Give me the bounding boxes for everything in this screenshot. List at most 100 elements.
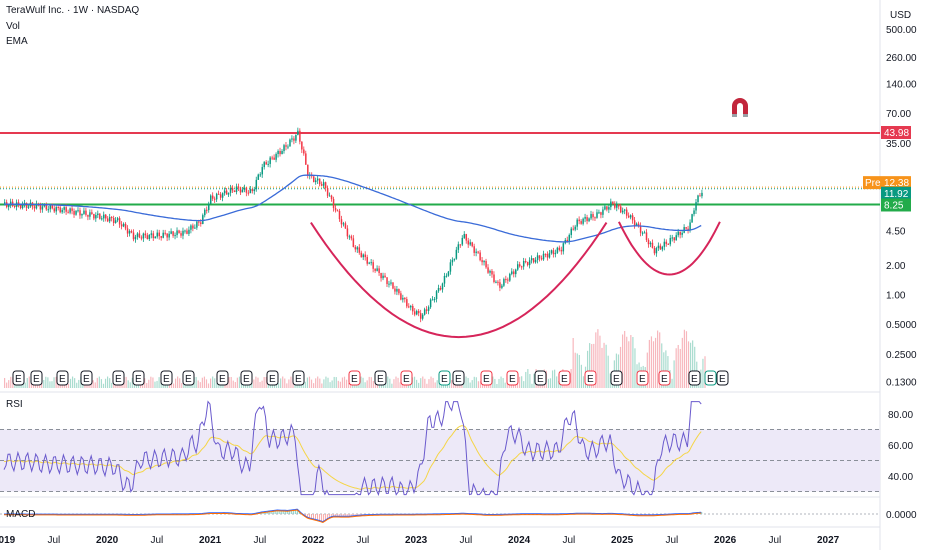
- volume-bar: [558, 380, 560, 388]
- candle-body: [618, 204, 620, 207]
- earnings-event-12[interactable]: E: [348, 370, 361, 386]
- candle-body: [592, 214, 594, 218]
- candle-body: [9, 201, 12, 205]
- volume-bar: [572, 337, 574, 388]
- candle-body: [457, 244, 460, 250]
- earnings-event-26[interactable]: E: [704, 370, 717, 386]
- candle-body: [168, 233, 170, 238]
- earnings-event-27[interactable]: E: [716, 370, 729, 386]
- time-axis-label: 2026: [714, 535, 737, 546]
- rsi-label[interactable]: RSI: [6, 399, 23, 410]
- volume-bar: [628, 341, 630, 388]
- candle-body: [291, 138, 293, 140]
- earnings-event-23[interactable]: E: [636, 370, 649, 386]
- earnings-letter: E: [269, 374, 276, 385]
- earnings-event-6[interactable]: E: [160, 370, 173, 386]
- volume-bar: [230, 376, 232, 388]
- earnings-event-24[interactable]: E: [658, 370, 671, 386]
- macd-histogram-bar: [346, 514, 348, 517]
- rsi-axis-label: 40.00: [888, 472, 913, 483]
- earnings-event-19[interactable]: E: [534, 370, 547, 386]
- rsi-axis-label: 80.00: [888, 410, 913, 421]
- volume-bar: [500, 376, 502, 388]
- candle-body: [263, 162, 265, 168]
- earnings-letter: E: [587, 374, 594, 385]
- earnings-event-3[interactable]: E: [80, 370, 93, 386]
- volume-bar: [605, 344, 607, 388]
- pre-badge: [863, 176, 881, 190]
- earnings-event-7[interactable]: E: [182, 370, 195, 386]
- earnings-event-4[interactable]: E: [112, 370, 125, 386]
- volume-bar: [473, 376, 475, 388]
- earnings-event-9[interactable]: E: [240, 370, 253, 386]
- candle-body: [439, 288, 442, 290]
- candle-body: [243, 187, 246, 190]
- candle-body: [651, 242, 654, 248]
- indicator-ema[interactable]: EMA: [6, 36, 28, 47]
- volume-bar: [630, 335, 632, 388]
- volume-bar: [428, 379, 430, 388]
- candle-body: [590, 214, 592, 219]
- candle-body: [509, 273, 511, 281]
- candle-body: [511, 271, 513, 274]
- volume-bar: [364, 382, 366, 388]
- earnings-event-2[interactable]: E: [56, 370, 69, 386]
- earnings-event-13[interactable]: E: [374, 370, 387, 386]
- volume-bar: [345, 379, 348, 388]
- earnings-event-10[interactable]: E: [266, 370, 279, 386]
- earnings-event-8[interactable]: E: [216, 370, 229, 386]
- candle-body: [269, 157, 271, 164]
- price-axis-label: 4.50: [886, 226, 906, 237]
- candle-body: [285, 145, 287, 147]
- candle-body: [83, 210, 85, 214]
- volume-bar: [255, 376, 257, 388]
- candle-body: [61, 209, 63, 213]
- volume-bar: [694, 346, 696, 388]
- volume-bar: [111, 382, 113, 388]
- volume-bar: [673, 360, 675, 388]
- candle-body: [461, 237, 464, 245]
- indicator-vol[interactable]: Vol: [6, 21, 20, 32]
- earnings-event-21[interactable]: E: [584, 370, 597, 386]
- volume-bar: [315, 378, 317, 388]
- candle-body: [200, 222, 202, 224]
- time-axis-label: 2019: [0, 535, 16, 546]
- currency-label[interactable]: USD: [890, 10, 912, 21]
- volume-bar: [626, 336, 628, 388]
- candle-body: [467, 240, 469, 245]
- volume-bar: [53, 377, 55, 388]
- earnings-event-15[interactable]: E: [438, 370, 451, 386]
- volume-bar: [413, 376, 416, 388]
- volume-bar: [125, 376, 127, 388]
- candle-body: [81, 213, 83, 216]
- candle-body: [138, 233, 141, 238]
- earnings-event-25[interactable]: E: [688, 370, 701, 386]
- candle-body: [277, 150, 279, 155]
- earnings-event-16[interactable]: E: [452, 370, 465, 386]
- volume-bar: [51, 381, 53, 388]
- macd-label[interactable]: MACD: [6, 509, 36, 520]
- earnings-event-0[interactable]: E: [12, 370, 25, 386]
- earnings-event-11[interactable]: E: [292, 370, 305, 386]
- rsi-pane: [0, 400, 880, 497]
- earnings-event-17[interactable]: E: [480, 370, 493, 386]
- candle-body: [39, 204, 42, 210]
- macd-histogram-bar: [295, 509, 297, 514]
- earnings-event-1[interactable]: E: [30, 370, 43, 386]
- earnings-event-14[interactable]: E: [400, 370, 413, 386]
- candle-body: [637, 223, 640, 226]
- candle-body: [63, 207, 65, 210]
- earnings-event-22[interactable]: E: [610, 370, 623, 386]
- candle-body: [519, 264, 521, 267]
- candle-body: [627, 215, 630, 218]
- macd-histogram-bar: [326, 514, 328, 520]
- earnings-event-5[interactable]: E: [132, 370, 145, 386]
- earnings-event-20[interactable]: E: [558, 370, 571, 386]
- price-tag-value: 11.92: [884, 189, 909, 200]
- candle-body: [429, 299, 432, 308]
- candle-body: [699, 195, 701, 197]
- earnings-letter: E: [719, 374, 726, 385]
- earnings-event-18[interactable]: E: [506, 370, 519, 386]
